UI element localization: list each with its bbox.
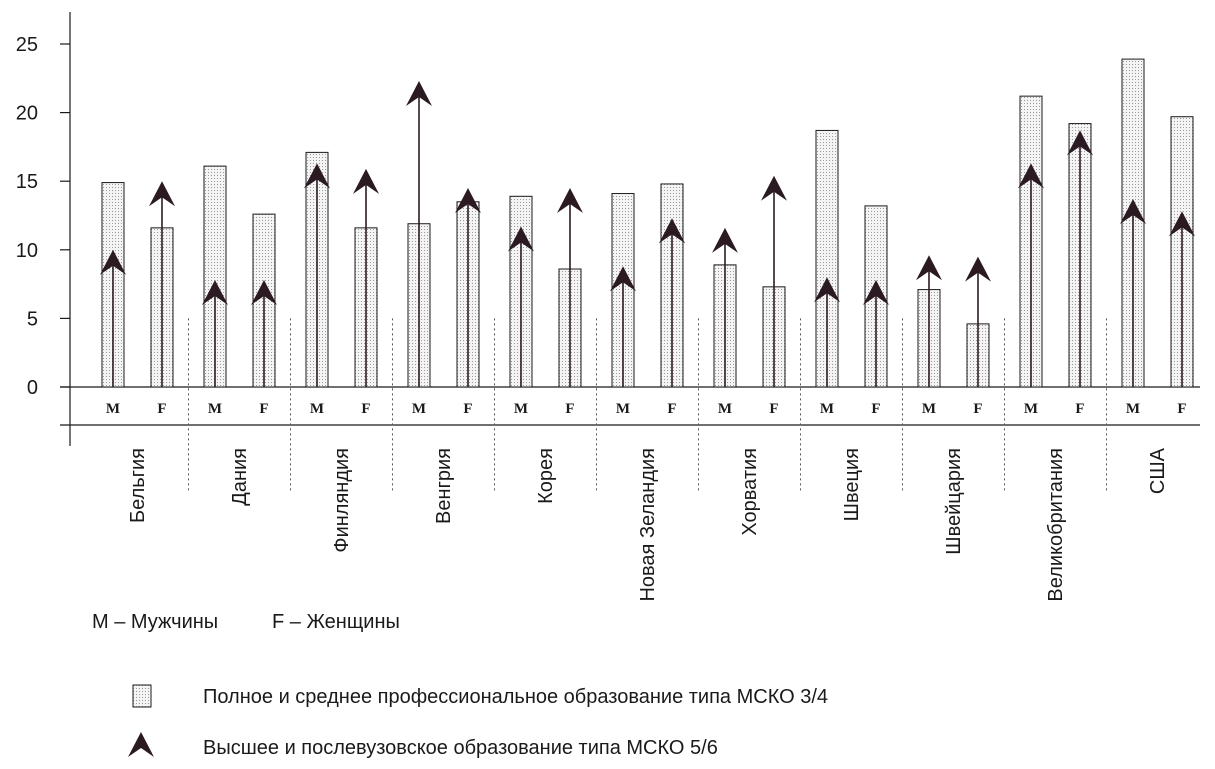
country-label: Великобритания bbox=[1045, 448, 1067, 602]
gender-label-male: M bbox=[514, 401, 528, 417]
arrow-head bbox=[1018, 163, 1044, 189]
gender-label-female: F bbox=[973, 401, 982, 417]
gender-label-male: M bbox=[718, 401, 732, 417]
arrow-head bbox=[304, 163, 330, 189]
country-label: США bbox=[1147, 447, 1169, 494]
gender-label-male: M bbox=[208, 401, 222, 417]
labels: 0 5 10 15 20 25 M F Бельгия M F Дания M F Финляндия M F В… bbox=[16, 34, 1187, 602]
gender-label-female: F bbox=[259, 401, 268, 417]
arrows bbox=[100, 81, 1195, 387]
gender-label-female: F bbox=[1177, 401, 1186, 417]
y-tick-label: 15 bbox=[16, 171, 38, 193]
note-male: M – Мужчины bbox=[92, 611, 218, 633]
y-tick-label: 10 bbox=[16, 240, 38, 262]
gender-label-male: M bbox=[616, 401, 630, 417]
gender-label-male: M bbox=[1126, 401, 1140, 417]
legend-arrow-icon bbox=[128, 732, 154, 757]
country-label: Венгрия bbox=[433, 448, 455, 524]
arrow-head bbox=[1120, 199, 1146, 225]
y-tick-label: 5 bbox=[27, 308, 38, 330]
arrow-head bbox=[659, 218, 685, 244]
gender-label-female: F bbox=[565, 401, 574, 417]
arrow-head bbox=[508, 226, 534, 252]
arrow-head bbox=[965, 256, 991, 282]
arrow-head bbox=[1169, 211, 1195, 237]
gender-label-female: F bbox=[871, 401, 880, 417]
arrow-head bbox=[149, 181, 175, 207]
arrow-head bbox=[610, 266, 636, 292]
country-label: Хорватия bbox=[739, 448, 761, 536]
arrow-head bbox=[455, 188, 481, 214]
country-label: Бельгия bbox=[127, 448, 149, 523]
gender-label-female: F bbox=[361, 401, 370, 417]
arrow-head bbox=[712, 227, 738, 253]
gender-label-female: F bbox=[769, 401, 778, 417]
gender-label-female: F bbox=[667, 401, 676, 417]
arrow-head bbox=[202, 279, 228, 305]
gender-label-female: F bbox=[1075, 401, 1084, 417]
gender-label-male: M bbox=[412, 401, 426, 417]
gender-label-male: M bbox=[310, 401, 324, 417]
axes bbox=[60, 12, 1200, 492]
country-label: Швейцария bbox=[943, 448, 965, 555]
legend-bar-swatch bbox=[132, 684, 152, 708]
y-tick-label: 25 bbox=[16, 34, 38, 56]
gender-label-male: M bbox=[1024, 401, 1038, 417]
note-female: F – Женщины bbox=[272, 611, 400, 633]
arrow-head bbox=[557, 188, 583, 214]
y-tick-label: 20 bbox=[16, 103, 38, 125]
y-tick-label: 0 bbox=[27, 377, 38, 399]
arrow-head bbox=[406, 81, 432, 107]
arrow-head bbox=[353, 168, 379, 194]
arrow-head bbox=[916, 255, 942, 281]
gender-label-female: F bbox=[157, 401, 166, 417]
country-label: Новая Зеландия bbox=[637, 448, 659, 602]
country-label: Корея bbox=[535, 448, 557, 504]
arrow-head bbox=[1067, 130, 1093, 156]
gender-label-female: F bbox=[463, 401, 472, 417]
bars bbox=[101, 58, 1194, 388]
country-label: Дания bbox=[229, 448, 251, 506]
arrow-head bbox=[100, 249, 126, 275]
gender-label-male: M bbox=[820, 401, 834, 417]
country-label: Швеция bbox=[841, 448, 863, 521]
country-label: Финляндия bbox=[331, 448, 353, 553]
arrow-head bbox=[761, 175, 787, 201]
gender-label-male: M bbox=[922, 401, 936, 417]
gender-label-male: M bbox=[106, 401, 120, 417]
arrow-head bbox=[251, 279, 277, 305]
legend-arrows-label: Высшее и послевузовское образование типа… bbox=[203, 737, 718, 759]
legend-bars-label: Полное и среднее профессиональное образо… bbox=[203, 686, 828, 708]
arrow-head bbox=[863, 279, 889, 305]
arrow-head bbox=[814, 277, 840, 303]
